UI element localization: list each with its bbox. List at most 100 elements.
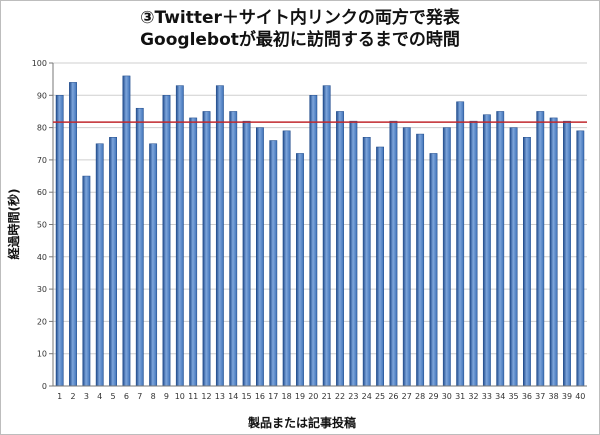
gridlines	[53, 62, 587, 355]
bar	[202, 111, 211, 387]
bar	[69, 82, 77, 387]
bar	[95, 143, 104, 387]
y-tick-label: 100	[32, 59, 47, 68]
bar-series	[55, 75, 585, 387]
x-tick-label: 38	[549, 392, 559, 401]
x-tick-label: 20	[308, 392, 318, 401]
axes	[52, 63, 587, 387]
y-tick-label: 50	[37, 221, 47, 230]
y-tick-label: 20	[37, 317, 47, 326]
x-tick-label: 26	[388, 392, 398, 401]
bar	[149, 143, 158, 387]
x-tick-label: 6	[124, 392, 129, 401]
x-tick-label: 32	[468, 392, 478, 401]
x-tick-label: 11	[188, 392, 198, 401]
x-tick-label: 36	[522, 392, 532, 401]
y-tick-label: 90	[37, 91, 47, 100]
bar	[55, 95, 64, 387]
bar	[269, 140, 278, 387]
bar	[109, 137, 117, 387]
bar	[376, 146, 384, 387]
x-tick-label: 13	[215, 392, 225, 401]
bar	[563, 120, 571, 387]
bar	[189, 117, 198, 387]
bar	[215, 85, 224, 387]
x-tick-label: 23	[348, 392, 358, 401]
bar	[496, 111, 505, 387]
x-tick-label: 4	[97, 392, 102, 401]
x-tick-label: 40	[575, 392, 585, 401]
x-tick-label: 27	[402, 392, 412, 401]
x-tick-label: 19	[295, 392, 305, 401]
x-tick-label: 5	[111, 392, 116, 401]
bar	[256, 127, 264, 387]
x-axis-label: 製品または記事投稿	[247, 415, 356, 430]
bar	[309, 95, 318, 387]
y-tick-label: 70	[37, 156, 47, 165]
bar	[336, 111, 344, 387]
bar	[402, 127, 411, 387]
x-tick-label: 9	[164, 392, 169, 401]
bar	[175, 85, 184, 387]
bar	[349, 120, 358, 387]
x-tick-label: 8	[151, 392, 156, 401]
x-tick-label: 28	[415, 392, 425, 401]
x-tick-label: 12	[201, 392, 211, 401]
x-tick-label: 35	[508, 392, 518, 401]
bar	[242, 120, 251, 387]
bar	[322, 85, 331, 387]
bar	[282, 130, 291, 387]
bar	[469, 120, 478, 387]
bar	[509, 127, 518, 387]
x-tick-label: 2	[70, 392, 75, 401]
y-tick-label: 30	[37, 285, 47, 294]
x-tick-label: 31	[455, 392, 465, 401]
bar	[482, 114, 491, 387]
bar	[429, 153, 438, 387]
bar	[416, 133, 425, 387]
bar	[549, 117, 558, 387]
bar	[576, 130, 585, 387]
y-tick-label: 80	[37, 124, 47, 133]
x-tick-label: 34	[495, 392, 505, 401]
x-tick-label: 39	[562, 392, 572, 401]
bar	[162, 95, 171, 387]
x-tick-label: 7	[137, 392, 142, 401]
chart-title-line-1: ③Twitter＋サイト内リンクの両方で発表	[140, 7, 461, 28]
bar	[362, 137, 371, 387]
bar	[229, 111, 238, 387]
y-axis-ticks: 0 10 20 30 40 50 60 70 80 90 100	[32, 59, 53, 391]
x-tick-label: 14	[228, 392, 238, 401]
chart-title-line-2: Googlebotが最初に訪問するまでの時間	[140, 29, 460, 50]
y-tick-label: 10	[37, 350, 47, 359]
bar	[135, 107, 144, 387]
x-tick-label: 29	[428, 392, 438, 401]
x-tick-label: 10	[175, 392, 185, 401]
x-tick-label: 3	[84, 392, 89, 401]
y-axis-label: 経過時間(秒)	[6, 189, 21, 260]
bar	[523, 137, 531, 387]
x-tick-label: 16	[255, 392, 265, 401]
bar	[442, 127, 451, 387]
x-tick-label: 33	[482, 392, 492, 401]
y-tick-label: 60	[37, 188, 47, 197]
x-tick-label: 30	[442, 392, 452, 401]
x-tick-label: 1	[57, 392, 62, 401]
bar	[296, 153, 304, 387]
y-tick-label: 0	[42, 382, 47, 391]
y-tick-label: 40	[37, 253, 47, 262]
bar	[82, 175, 91, 387]
x-tick-label: 21	[322, 392, 332, 401]
x-tick-label: 22	[335, 392, 345, 401]
x-tick-label: 25	[375, 392, 385, 401]
x-tick-label: 18	[282, 392, 292, 401]
bar	[456, 101, 465, 387]
bar	[389, 120, 398, 387]
x-tick-label: 17	[268, 392, 278, 401]
x-axis-ticks: 1 2 3 4 5 6 7 8 9 10 11 12 13 14 15 16 17 18 19 20 21 22 23 24 2…	[57, 392, 585, 401]
x-tick-label: 15	[241, 392, 251, 401]
bar	[536, 111, 545, 387]
x-tick-label: 24	[362, 392, 372, 401]
